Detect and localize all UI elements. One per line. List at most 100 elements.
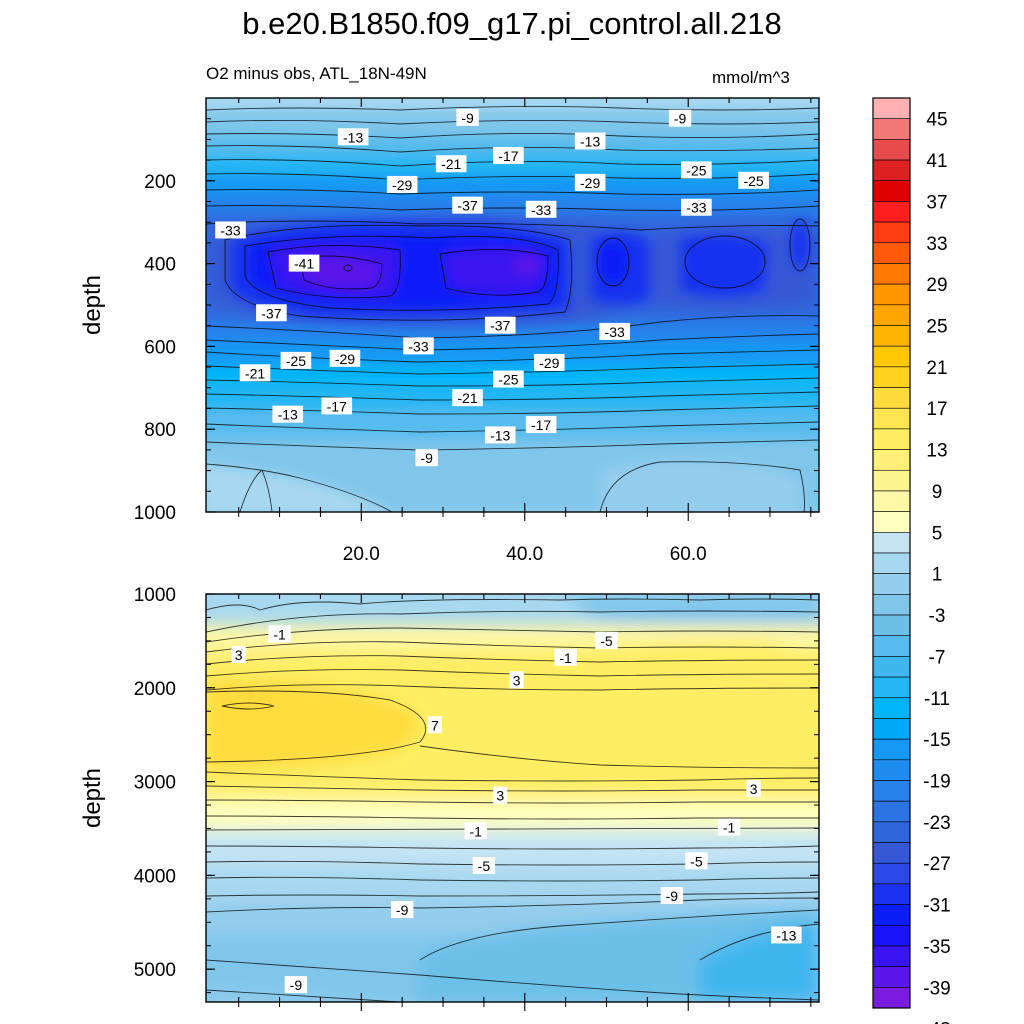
colorbar-frame [872, 97, 911, 1009]
contour-label-bg [746, 780, 761, 798]
colorbar-box [872, 345, 911, 368]
contour-label-bg [574, 132, 606, 150]
contour-label-bg [231, 645, 246, 663]
xtick-label: 60.0 [670, 544, 707, 565]
contour-label: -33 [599, 322, 630, 340]
colorbar-label: -15 [923, 730, 950, 751]
contour-label-text: -9 [420, 450, 433, 466]
colorbar-box [872, 635, 911, 657]
contour-label: -9 [284, 976, 308, 994]
contour-label-text: -9 [290, 977, 303, 993]
contour-label-text: -13 [580, 133, 600, 149]
contour-label-text: -33 [686, 200, 706, 216]
contour-label: -1 [717, 818, 741, 836]
colorbar-box [872, 283, 911, 306]
contour-label-bg [280, 351, 312, 369]
contour-label-text: -13 [490, 427, 510, 443]
contour-label: 3 [746, 780, 761, 798]
contour-label-bg [239, 364, 271, 382]
contour-label: 3 [493, 786, 508, 804]
contour-label-bg [685, 852, 708, 870]
contour-label-bg [554, 648, 577, 666]
contour-label: -17 [525, 416, 557, 434]
contour-label-bg [284, 976, 308, 994]
ytick-label: 1000 [134, 503, 176, 524]
contour-label-text: -37 [490, 318, 510, 334]
colorbar-label: 29 [926, 275, 947, 296]
contour-label: -21 [239, 364, 271, 382]
ytick-label: 200 [144, 172, 176, 193]
colorbar-box [872, 842, 911, 864]
contour-label-bg [415, 449, 438, 467]
contour-label-bg [288, 254, 320, 272]
colorbar-box [872, 428, 911, 450]
colorbar-box [872, 987, 911, 1009]
colorbar-box [872, 759, 911, 781]
colorbar-label: 41 [926, 151, 947, 172]
contour-label-text: -25 [686, 162, 706, 178]
contour-label: -13 [272, 405, 304, 423]
contour-label-bg [472, 857, 496, 874]
contour-label: -33 [215, 221, 246, 239]
colorbar-label: -3 [929, 606, 946, 627]
contour-label-bg [215, 221, 246, 239]
contour-label: -33 [525, 200, 557, 218]
contour-label-bg [390, 901, 414, 919]
contour-label-text: -1 [723, 820, 736, 836]
contour-label-bg [456, 108, 479, 126]
units-label: mmol/m^3 [712, 68, 790, 87]
contour-label: -17 [493, 146, 524, 164]
xtick-label: 20.0 [343, 544, 380, 565]
colorbar-label: -31 [923, 896, 950, 917]
contour-label: 7 [427, 716, 442, 734]
contour-label-bg [599, 322, 630, 340]
contour-label-text: -9 [461, 110, 474, 126]
colorbar-label: 5 [932, 523, 943, 544]
contour-label: -5 [472, 857, 496, 874]
contour-label-text: -5 [690, 853, 703, 869]
contour-label: -21 [435, 155, 467, 173]
ytick-label: 600 [144, 337, 176, 358]
contour-label-text: -17 [498, 148, 518, 164]
contour-label-text: -33 [408, 338, 428, 354]
colorbar-box [872, 304, 911, 326]
contour-label-bg [493, 786, 508, 804]
contour-label-bg [256, 304, 287, 322]
contour-label: -37 [256, 304, 287, 322]
contour-label-bg [329, 349, 361, 367]
chart-title: b.e20.B1850.f09_g17.pi_control.all.218 [242, 6, 782, 41]
contour-label: -9 [390, 901, 414, 919]
bottom-panel-field [206, 594, 819, 1002]
colorbar-box [872, 532, 911, 554]
colorbar-box [872, 159, 911, 182]
contour-label-text: -1 [469, 823, 482, 839]
contour-label: -9 [660, 887, 684, 905]
colorbar-label: -19 [923, 772, 950, 793]
colorbar-box [872, 656, 911, 678]
contour-label: -33 [403, 337, 434, 355]
colorbar-box [872, 387, 911, 409]
contour-label: -29 [329, 349, 361, 367]
colorbar-label: 1 [932, 565, 943, 586]
contour-label-bg [272, 405, 304, 423]
y-axis-title: depth [79, 275, 106, 335]
contour-label-bg [668, 109, 692, 127]
colorbar-label: -7 [929, 647, 946, 668]
contour-label-bg [681, 161, 712, 179]
contour-label-text: -5 [600, 633, 613, 649]
contour-label: -25 [493, 370, 524, 388]
contour-label-bg [525, 200, 557, 218]
contour-label: -25 [280, 351, 312, 369]
contour-label: -1 [268, 625, 291, 643]
contour-label-text: -25 [286, 353, 306, 369]
contour-label-text: 3 [496, 788, 504, 804]
contour-label-bg [268, 625, 291, 643]
colorbar-box [872, 201, 911, 223]
ytick-label: 2000 [134, 679, 176, 700]
colorbar-box [872, 800, 911, 823]
contour-label-bg [771, 926, 802, 944]
contour-label: -37 [452, 196, 483, 214]
contour-label-text: -13 [278, 407, 298, 423]
contour-label: -1 [554, 648, 577, 666]
contour-label-text: -29 [580, 175, 600, 191]
